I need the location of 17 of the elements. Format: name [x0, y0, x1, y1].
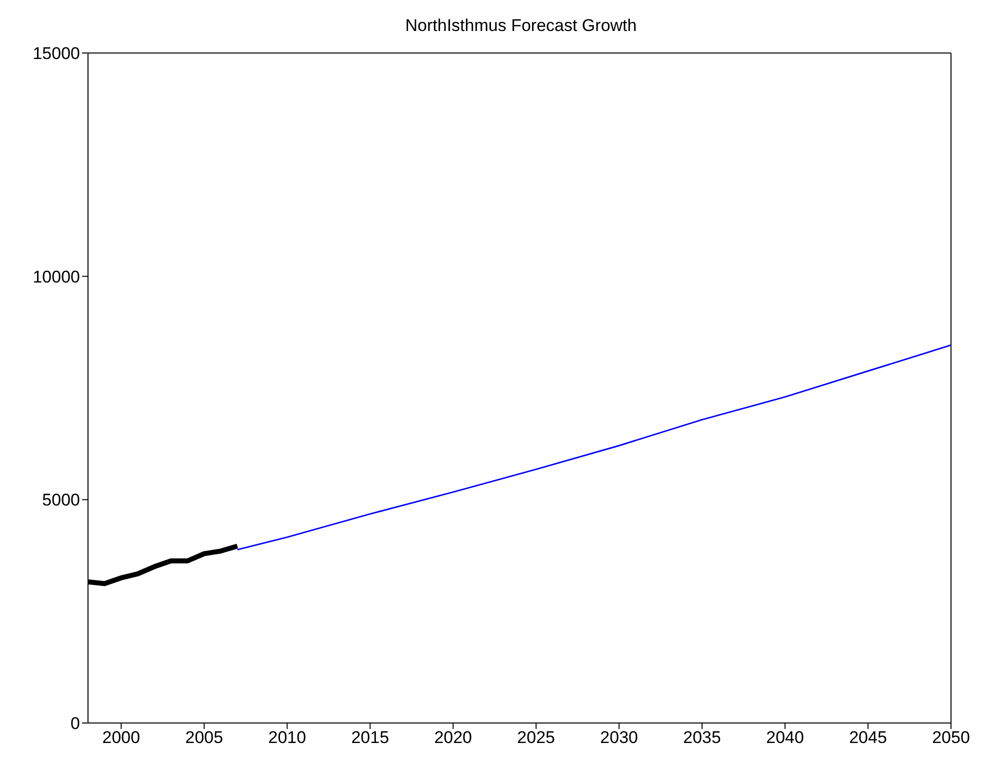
- y-tick-label: 0: [70, 714, 80, 734]
- line-series: [236, 344, 951, 550]
- x-tick-label: 2015: [351, 728, 390, 748]
- x-tick-label: 2000: [102, 728, 140, 748]
- x-tick-label: 2020: [434, 728, 472, 748]
- x-tick-label: 2045: [849, 728, 887, 748]
- chart-title: NorthIsthmus Forecast Growth: [404, 15, 638, 37]
- y-tick-label: 15000: [32, 44, 80, 64]
- x-tick-label: 2035: [683, 728, 721, 748]
- x-tick-label: 2030: [600, 728, 638, 748]
- x-tick-label: 2040: [766, 728, 804, 748]
- y-tick-label: 5000: [42, 490, 80, 510]
- x-tick-label: 2005: [185, 728, 224, 748]
- x-tick-label: 2050: [932, 728, 970, 748]
- x-tick-label: 2010: [268, 728, 306, 748]
- x-tick-label: 2025: [517, 728, 556, 748]
- y-tick-label: 10000: [32, 267, 80, 286]
